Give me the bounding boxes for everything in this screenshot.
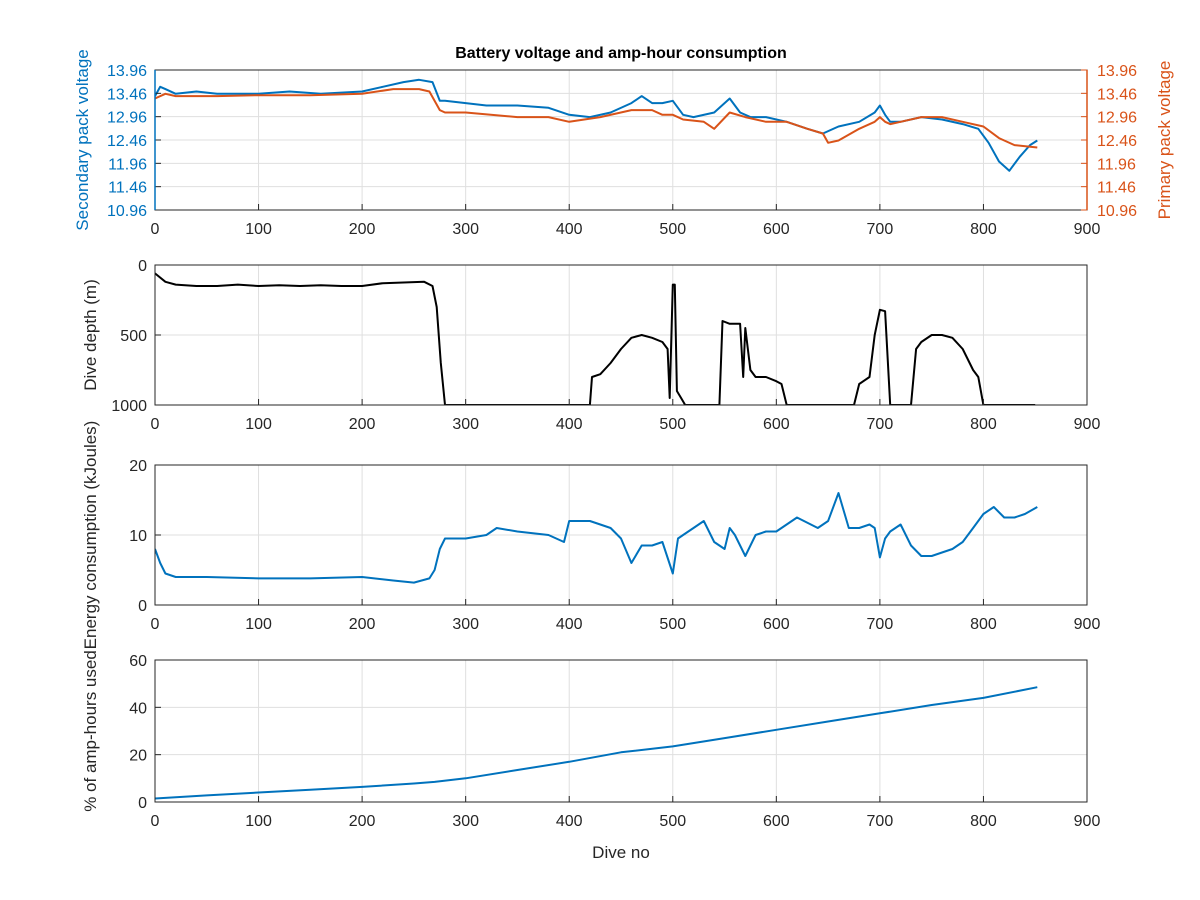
y-right-tick-label: 11.96 — [1097, 156, 1136, 173]
x-tick-label: 600 — [763, 616, 790, 633]
y-right-tick-label: 11.46 — [1097, 180, 1136, 197]
x-tick-label: 400 — [556, 221, 583, 238]
y-axis-label: Secondary pack voltage — [73, 49, 92, 230]
x-tick-label: 200 — [349, 616, 376, 633]
y-tick-label: 11.96 — [108, 156, 147, 173]
series-line-1 — [155, 686, 1038, 800]
x-tick-label: 600 — [763, 416, 790, 433]
x-tick-label: 500 — [659, 616, 686, 633]
x-tick-label: 300 — [452, 416, 479, 433]
y-tick-label: 1000 — [111, 398, 147, 415]
y-tick-label: 0 — [138, 258, 147, 275]
y-tick-label: 13.46 — [107, 86, 147, 103]
x-tick-label: 900 — [1074, 416, 1101, 433]
y-tick-label: 10.96 — [107, 203, 147, 220]
x-tick-label: 200 — [349, 416, 376, 433]
series-line-1 — [155, 272, 1036, 405]
x-tick-label: 300 — [452, 616, 479, 633]
x-tick-label: 900 — [1074, 616, 1101, 633]
x-tick-label: 700 — [867, 416, 894, 433]
y-right-tick-label: 13.96 — [1097, 63, 1137, 80]
y-tick-label: 500 — [120, 328, 147, 345]
x-tick-label: 0 — [151, 616, 160, 633]
x-tick-label: 500 — [659, 416, 686, 433]
y-right-tick-label: 13.46 — [1097, 86, 1137, 103]
y-tick-label: 40 — [129, 700, 147, 717]
x-tick-label: 400 — [556, 616, 583, 633]
panel-3: 0 100 200 300 400 500 600 700 800 90020100Energy … — [81, 421, 1100, 650]
x-tick-label: 600 — [763, 221, 790, 238]
y-tick-label: 20 — [129, 748, 147, 765]
x-tick-label: 500 — [659, 221, 686, 238]
y-right-axis-label: Primary pack voltage — [1155, 61, 1174, 220]
y-right-tick-label: 10.96 — [1097, 203, 1137, 220]
series-line-1 — [155, 492, 1038, 584]
x-tick-label: 200 — [349, 813, 376, 830]
y-tick-label: 11.46 — [108, 180, 147, 197]
x-tick-label: 800 — [970, 416, 997, 433]
x-tick-label: 500 — [659, 813, 686, 830]
y-right-tick-label: 12.46 — [1097, 133, 1137, 150]
y-tick-label: 0 — [138, 598, 147, 615]
y-axis-label: % of amp-hours used — [81, 650, 100, 812]
series-line-2 — [155, 88, 1038, 149]
panel-1: 0 100 200 300 400 500 600 700 800 900 13.96 13.46 12… — [73, 45, 1174, 238]
x-tick-label: 900 — [1074, 221, 1101, 238]
x-tick-label: 400 — [556, 416, 583, 433]
x-tick-label: 300 — [452, 221, 479, 238]
x-axis-label: Dive no — [592, 843, 650, 862]
y-tick-label: 12.46 — [107, 133, 147, 150]
y-tick-label: 12.96 — [107, 110, 147, 127]
y-tick-label: 60 — [129, 653, 147, 670]
y-axis-label: Energy consumption (kJoules) — [81, 421, 100, 650]
axes-box — [154, 659, 1088, 803]
x-tick-label: 200 — [349, 221, 376, 238]
y-tick-label: 10 — [129, 528, 147, 545]
chart-title: Battery voltage and amp-hour consumption — [455, 45, 787, 62]
x-tick-label: 700 — [867, 221, 894, 238]
x-tick-label: 0 — [151, 221, 160, 238]
x-tick-label: 300 — [452, 813, 479, 830]
y-tick-label: 20 — [129, 458, 147, 475]
x-tick-label: 100 — [245, 221, 272, 238]
x-tick-label: 800 — [970, 616, 997, 633]
y-axis-label: Dive depth (m) — [81, 279, 100, 390]
x-tick-label: 800 — [970, 221, 997, 238]
x-tick-label: 700 — [867, 813, 894, 830]
x-tick-label: 600 — [763, 813, 790, 830]
x-tick-label: 100 — [245, 813, 272, 830]
x-tick-label: 800 — [970, 813, 997, 830]
x-tick-label: 0 — [151, 813, 160, 830]
x-tick-label: 700 — [867, 616, 894, 633]
panel-2: 0 100 200 300 400 500 600 700 800 900 0 500 1000 Dive… — [81, 258, 1100, 433]
x-tick-label: 0 — [151, 416, 160, 433]
y-right-tick-label: 12.96 — [1097, 110, 1137, 127]
x-tick-label: 400 — [556, 813, 583, 830]
y-tick-label: 13.96 — [107, 63, 147, 80]
x-tick-label: 100 — [245, 616, 272, 633]
y-tick-label: 0 — [138, 795, 147, 812]
x-tick-label: 900 — [1074, 813, 1101, 830]
x-tick-label: 100 — [245, 416, 272, 433]
